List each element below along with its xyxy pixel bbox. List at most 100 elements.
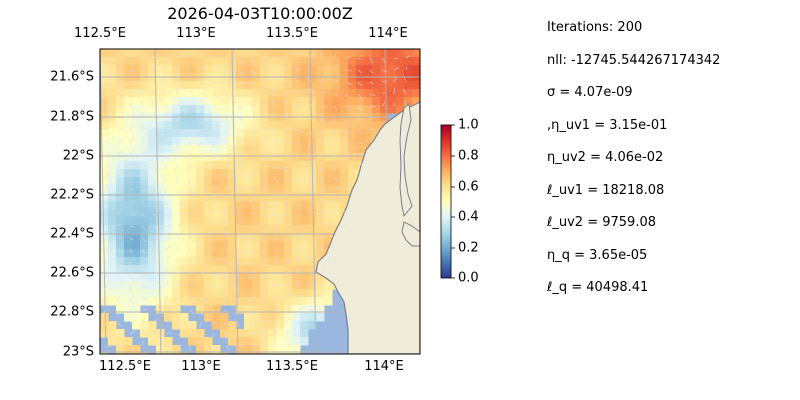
current-vector-arrow bbox=[308, 233, 311, 239]
current-vector-arrow bbox=[117, 343, 122, 347]
current-vector-arrow bbox=[165, 268, 169, 275]
field-cell bbox=[284, 321, 293, 330]
field-cell bbox=[260, 209, 269, 218]
field-cell bbox=[260, 217, 269, 226]
current-vector-arrow bbox=[117, 196, 122, 203]
current-vector-arrow bbox=[309, 211, 316, 215]
current-vector-arrow bbox=[249, 104, 254, 107]
field-cell bbox=[212, 161, 221, 170]
field-cell bbox=[116, 145, 125, 154]
field-cell bbox=[252, 233, 261, 242]
field-cell bbox=[180, 57, 189, 66]
current-vector-arrow bbox=[321, 209, 324, 215]
field-cell bbox=[236, 257, 245, 266]
field-cell bbox=[364, 97, 373, 106]
current-vector-arrow bbox=[329, 233, 335, 239]
current-vector-arrow bbox=[153, 165, 158, 171]
field-cell bbox=[196, 185, 205, 194]
field-cell bbox=[228, 257, 237, 266]
current-vector-arrow bbox=[249, 321, 256, 326]
field-cell bbox=[236, 345, 245, 354]
current-vector-arrow bbox=[141, 201, 145, 205]
field-cell bbox=[212, 153, 221, 162]
current-vector-arrow bbox=[141, 261, 145, 265]
field-cell bbox=[260, 169, 269, 178]
field-cell bbox=[244, 337, 253, 346]
field-cell bbox=[364, 57, 373, 66]
field-cell bbox=[244, 289, 253, 298]
field-cell bbox=[348, 65, 357, 74]
current-vector-arrow bbox=[201, 64, 204, 71]
field-cell bbox=[180, 177, 189, 186]
field-cell bbox=[140, 49, 149, 58]
current-vector-arrow bbox=[224, 285, 227, 292]
field-cell bbox=[196, 281, 205, 290]
field-cell bbox=[116, 105, 125, 114]
current-vector-arrow bbox=[393, 76, 398, 83]
field-cell bbox=[380, 97, 389, 106]
field-cell bbox=[180, 281, 189, 290]
current-vector-arrow bbox=[213, 67, 220, 71]
current-vector-arrow bbox=[105, 345, 111, 348]
current-vector-arrow bbox=[235, 309, 239, 316]
field-cell bbox=[316, 121, 325, 130]
field-cell bbox=[148, 137, 157, 146]
current-vector-arrow bbox=[117, 105, 122, 108]
field-cell bbox=[188, 273, 197, 282]
field-cell bbox=[156, 209, 165, 218]
field-cell bbox=[300, 281, 309, 290]
field-cell bbox=[156, 345, 165, 354]
field-cell bbox=[116, 281, 125, 290]
field-cell bbox=[316, 65, 325, 74]
field-cell bbox=[148, 233, 157, 242]
field-cell bbox=[188, 249, 197, 258]
field-cell bbox=[180, 97, 189, 106]
field-cell bbox=[116, 209, 125, 218]
bottom-longitude-label: 114°E bbox=[364, 359, 404, 374]
field-cell bbox=[156, 153, 165, 162]
field-cell bbox=[276, 281, 285, 290]
stat-line: η_q = 3.65e-05 bbox=[547, 247, 648, 263]
current-vector-arrow bbox=[273, 213, 278, 219]
field-cell bbox=[324, 177, 333, 186]
field-cell bbox=[356, 153, 365, 162]
current-vector-arrow bbox=[129, 115, 133, 119]
current-vector-arrow bbox=[189, 104, 196, 107]
field-cell bbox=[180, 129, 189, 138]
field-cell bbox=[332, 89, 341, 98]
field-cell bbox=[236, 337, 245, 346]
current-vector-arrow bbox=[105, 184, 108, 191]
field-cell bbox=[156, 161, 165, 170]
current-vector-arrow bbox=[273, 189, 277, 194]
current-vector-arrow bbox=[200, 345, 203, 350]
field-cell bbox=[356, 145, 365, 154]
current-vector-arrow bbox=[333, 187, 340, 191]
colorbar-tick-label: 0.8 bbox=[458, 148, 479, 164]
field-cell bbox=[404, 89, 413, 98]
field-cell bbox=[132, 177, 141, 186]
field-cell bbox=[164, 281, 173, 290]
field-cell bbox=[100, 65, 109, 74]
field-cell bbox=[220, 233, 229, 242]
current-vector-arrow bbox=[309, 189, 312, 195]
field-cell bbox=[284, 97, 293, 106]
field-cell bbox=[292, 137, 301, 146]
field-cell bbox=[148, 273, 157, 282]
field-cell bbox=[276, 329, 285, 338]
field-cell bbox=[228, 217, 237, 226]
current-vector-arrow bbox=[296, 165, 299, 169]
current-vector-arrow bbox=[225, 57, 231, 60]
current-vector-arrow bbox=[309, 201, 316, 205]
field-cell bbox=[260, 177, 269, 186]
field-cell bbox=[228, 289, 237, 298]
field-cell bbox=[140, 313, 149, 322]
field-cell bbox=[316, 137, 325, 146]
current-vector-arrow bbox=[201, 177, 206, 183]
field-cell bbox=[204, 49, 213, 58]
field-cell bbox=[316, 281, 325, 290]
current-vector-arrow bbox=[105, 333, 108, 338]
current-vector-arrow bbox=[105, 172, 110, 179]
field-cell bbox=[300, 193, 309, 202]
field-cell bbox=[412, 81, 420, 90]
field-cell bbox=[212, 257, 221, 266]
